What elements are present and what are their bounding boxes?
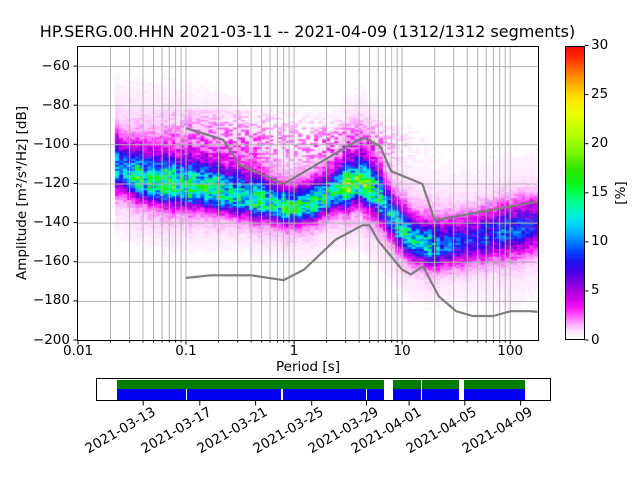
- timeline-segment-blue: [366, 389, 384, 400]
- x-axis-label: Period [s]: [276, 359, 340, 375]
- y-tick-label: −120: [32, 174, 70, 191]
- colorbar-tick-label: 0: [591, 331, 600, 348]
- colorbar-tick-label: 25: [591, 86, 609, 103]
- colorbar-tick-label: 10: [591, 233, 609, 250]
- x-tick-label: 100: [497, 343, 524, 359]
- y-tick-label: −100: [32, 135, 70, 152]
- colorbar-tick-label: 5: [591, 282, 600, 299]
- y-tick-label: −80: [41, 96, 71, 113]
- y-tick-label: −200: [32, 331, 70, 348]
- colorbar-tick-label: 15: [591, 184, 609, 201]
- low-noise-model-line: [185, 223, 538, 317]
- timeline-segment-blue: [116, 389, 186, 400]
- plot-area: [77, 45, 539, 341]
- y-tick-label: −160: [32, 253, 70, 270]
- plot-title: HP.SERG.00.HHN 2021-03-11 -- 2021-04-09 …: [39, 22, 576, 41]
- x-tick-label: 0.01: [62, 343, 94, 359]
- y-tick-label: −140: [32, 214, 70, 231]
- timeline-segment-blue: [282, 389, 366, 400]
- timeline-segment-blue: [422, 389, 459, 400]
- y-tick-label: −180: [32, 292, 70, 309]
- colorbar-tick-label: 20: [591, 135, 609, 152]
- timeline-segment-green: [464, 380, 525, 389]
- timeline-segment-green: [392, 380, 422, 389]
- timeline-segment-green: [422, 380, 459, 389]
- timeline-segment-green: [116, 380, 384, 389]
- timeline-segment-blue: [392, 389, 422, 400]
- data-coverage-timeline: [96, 378, 551, 401]
- x-tick-label: 10: [393, 343, 411, 359]
- x-tick-label: 0.1: [175, 343, 197, 359]
- colorbar-gradient: [565, 45, 585, 340]
- timeline-segment-blue: [186, 389, 282, 400]
- x-tick-label: 1: [289, 343, 299, 359]
- y-tick-label: −60: [41, 57, 71, 74]
- colorbar-label: [%]: [613, 181, 629, 205]
- ppsd-density-heatmap: [78, 46, 538, 341]
- colorbar-tick-label: 30: [591, 37, 609, 53]
- high-noise-model-line: [185, 126, 538, 221]
- timeline-segment-blue: [464, 389, 525, 400]
- grid-and-noise-model-overlay: [78, 46, 538, 340]
